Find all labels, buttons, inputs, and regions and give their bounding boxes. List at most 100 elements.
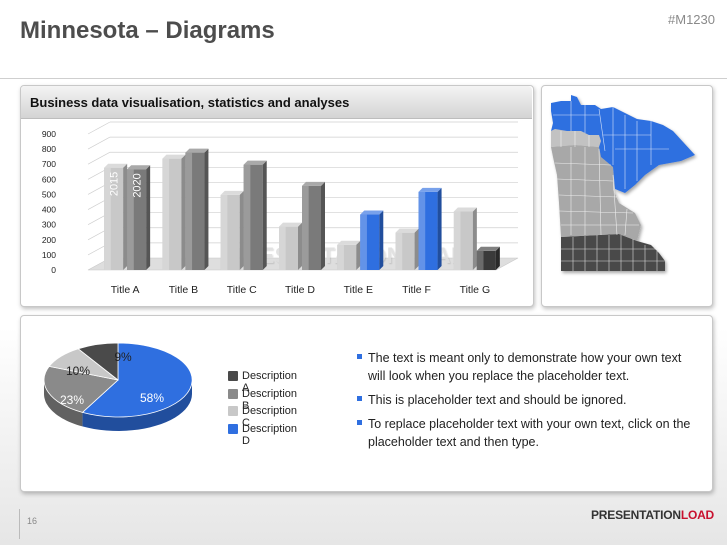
x-tick-label: Title D xyxy=(285,284,315,296)
bullet-item: This is placeholder text and should be i… xyxy=(357,391,697,409)
bar xyxy=(279,222,302,270)
pie-value-label: 10% xyxy=(66,364,90,378)
grid-line xyxy=(87,136,111,150)
bar-highlight xyxy=(185,152,193,270)
map-north-west-region xyxy=(551,129,601,147)
county-lines xyxy=(553,101,669,271)
pie-value-label: 23% xyxy=(60,393,84,407)
pie-value-label: 58% xyxy=(140,391,164,405)
logo-text-presentation: PRESENTATION xyxy=(591,508,681,522)
bar-top xyxy=(360,210,384,215)
bar xyxy=(360,210,384,270)
legend-label: Description B xyxy=(242,387,298,412)
y-tick-label: 900 xyxy=(42,129,56,139)
legend-swatch xyxy=(228,406,238,416)
bar xyxy=(162,154,186,270)
bar-side xyxy=(298,222,302,270)
bar-side xyxy=(472,207,477,270)
y-tick-label: 400 xyxy=(42,205,56,215)
bar-side xyxy=(123,163,128,270)
bar-highlight xyxy=(220,194,228,270)
bar xyxy=(243,160,267,270)
bar-side xyxy=(204,148,209,270)
chart-panel-header-text: Business data visualisation, statistics … xyxy=(30,95,350,110)
x-tick-label: Title B xyxy=(169,284,198,296)
bar-highlight xyxy=(476,250,484,270)
bar-chart: 0100200300400500600700800900PRESENTATION… xyxy=(42,121,519,296)
pie-slice-side xyxy=(44,380,83,427)
bar xyxy=(302,181,325,270)
bar-highlight xyxy=(360,214,367,270)
bar-top xyxy=(453,207,477,212)
bar-side xyxy=(379,210,384,270)
bullet-list: The text is meant only to demonstrate ho… xyxy=(357,349,697,457)
legend-label: Description D xyxy=(242,422,298,447)
bar xyxy=(220,190,244,270)
bar-top xyxy=(476,246,500,251)
bar xyxy=(453,207,477,270)
bar-side xyxy=(181,154,186,270)
bar-side xyxy=(437,187,442,270)
bullet-item: To replace placeholder text with your ow… xyxy=(357,415,697,451)
y-tick-label: 200 xyxy=(42,235,56,245)
bar-highlight xyxy=(453,211,461,270)
slide-code: #M1230 xyxy=(668,12,715,27)
pie-slice-side xyxy=(82,380,192,431)
bar-side xyxy=(495,246,500,270)
bar xyxy=(185,148,209,270)
bar-top xyxy=(127,165,151,170)
x-tick-label: Title C xyxy=(227,284,257,296)
pie-slice xyxy=(43,365,119,413)
x-tick-label: Title F xyxy=(402,284,431,296)
pie-chart: 58% 23% 10% 9% xyxy=(43,342,193,431)
bar-highlight xyxy=(127,169,134,270)
bar xyxy=(476,246,500,270)
logo-text-load: LOAD xyxy=(680,508,715,522)
legend-label: Description A xyxy=(242,370,298,394)
bar-top xyxy=(220,190,244,195)
bar xyxy=(337,240,361,270)
bar-top xyxy=(302,181,325,186)
bar xyxy=(104,163,128,270)
y-tick-label: 300 xyxy=(42,220,56,230)
legend-label: Description C xyxy=(242,405,298,429)
legend-swatch xyxy=(228,423,238,434)
x-tick-label: Title E xyxy=(344,284,373,296)
legend-swatch xyxy=(228,388,238,399)
bar-top xyxy=(185,148,209,153)
y-tick-label: 600 xyxy=(42,174,56,184)
y-tick-label: 100 xyxy=(42,250,56,260)
bar-highlight xyxy=(279,226,286,270)
page-number-divider xyxy=(19,509,20,539)
map-central-region xyxy=(551,145,641,241)
bar-side xyxy=(239,190,244,270)
bar-top xyxy=(337,240,361,245)
pie-slice xyxy=(77,342,119,381)
grid-line xyxy=(87,151,111,165)
map-south-region xyxy=(561,234,665,271)
series-label: 2020 xyxy=(132,173,144,197)
bar-top xyxy=(395,228,419,233)
grid-line xyxy=(87,121,111,135)
chart-panel-header: Business data visualisation, statistics … xyxy=(21,86,532,119)
bar-side xyxy=(414,228,419,270)
bar xyxy=(127,165,151,270)
x-tick-label: Title G xyxy=(460,284,491,296)
pie-slice xyxy=(81,342,193,418)
bar xyxy=(395,228,419,270)
slide-title: Minnesota – Diagrams xyxy=(20,17,275,44)
bar-highlight xyxy=(418,191,426,270)
bar-top xyxy=(162,154,186,159)
bar-highlight xyxy=(395,232,403,270)
bar-side xyxy=(146,165,151,270)
pie-value-label: 9% xyxy=(114,350,132,364)
bar-top xyxy=(104,163,128,168)
bullet-item: The text is meant only to demonstrate ho… xyxy=(357,349,697,385)
bar-highlight xyxy=(302,185,309,270)
bar-highlight xyxy=(337,244,344,270)
map-north-east-region xyxy=(551,95,695,193)
bar-top xyxy=(243,160,267,165)
bar-side xyxy=(262,160,267,270)
y-tick-label: 800 xyxy=(42,144,56,154)
y-tick-label: 700 xyxy=(42,159,56,169)
